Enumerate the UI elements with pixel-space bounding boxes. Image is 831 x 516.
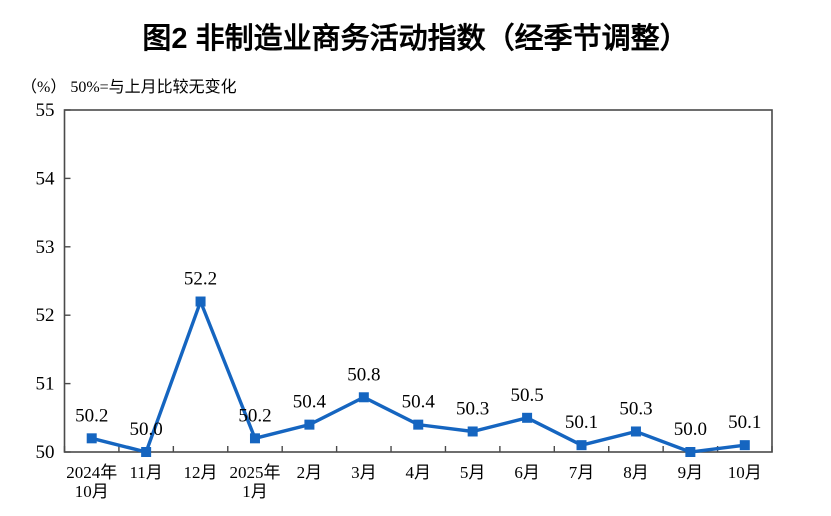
x-axis-tick-label: 7月: [569, 463, 595, 482]
data-point-label: 50.3: [456, 398, 489, 419]
x-axis-tick-label: 10月: [728, 463, 762, 482]
x-axis-tick-label: 2024年: [66, 463, 117, 482]
data-point-marker: [413, 419, 424, 430]
y-axis-tick-label: 50: [36, 442, 55, 463]
data-point-marker: [467, 426, 478, 437]
data-point-label: 50.5: [510, 385, 543, 406]
y-axis-unit-note: （%） 50%=与上月比较无变化: [21, 79, 237, 96]
data-point-marker: [739, 440, 750, 451]
data-point-label: 50.4: [293, 392, 327, 413]
data-point-label: 50.1: [728, 412, 761, 433]
x-axis-tick-label: 8月: [623, 463, 649, 482]
x-axis-tick-label: 12月: [184, 463, 218, 482]
data-point-label: 52.2: [184, 269, 217, 290]
x-axis-tick-label: 10月: [75, 482, 109, 501]
data-point-label: 50.3: [619, 398, 652, 419]
y-axis-tick-label: 52: [36, 305, 55, 326]
data-point-label: 50.8: [347, 364, 380, 385]
x-axis-tick-label: 1月: [242, 482, 268, 501]
y-axis-tick-label: 54: [36, 168, 56, 189]
x-axis-tick-label: 5月: [460, 463, 486, 482]
data-point-label: 50.0: [130, 419, 163, 440]
x-axis-tick-label: 2月: [297, 463, 323, 482]
data-point-label: 50.1: [565, 412, 598, 433]
data-point-marker: [358, 392, 369, 403]
data-point-marker: [576, 440, 587, 451]
data-point-label: 50.2: [75, 405, 108, 426]
y-axis-tick-label: 51: [36, 374, 55, 395]
data-point-marker: [141, 447, 152, 457]
plot-frame: [63, 109, 773, 453]
x-axis-tick-label: 9月: [678, 463, 704, 482]
y-axis-tick-label: 55: [36, 100, 55, 121]
x-axis-tick-label: 2025年: [229, 463, 280, 482]
data-point-marker: [522, 412, 533, 423]
data-point-label: 50.4: [402, 392, 436, 413]
data-point-marker: [249, 433, 260, 444]
data-point-marker: [630, 426, 641, 437]
data-point-marker: [86, 433, 97, 444]
data-point-marker: [304, 419, 315, 430]
data-point-label: 50.0: [674, 419, 707, 440]
data-point-label: 50.2: [238, 405, 271, 426]
x-axis-tick-label: 6月: [514, 463, 540, 482]
data-point-marker: [685, 447, 696, 457]
y-axis-tick-label: 53: [36, 237, 55, 258]
x-axis-tick-label: 11月: [129, 463, 162, 482]
chart-title: 图2 非制造业商务活动指数（经季节调整）: [142, 23, 689, 55]
x-axis-tick-label: 3月: [351, 463, 377, 482]
data-point-marker: [195, 296, 206, 307]
x-axis-tick-label: 4月: [406, 463, 432, 482]
